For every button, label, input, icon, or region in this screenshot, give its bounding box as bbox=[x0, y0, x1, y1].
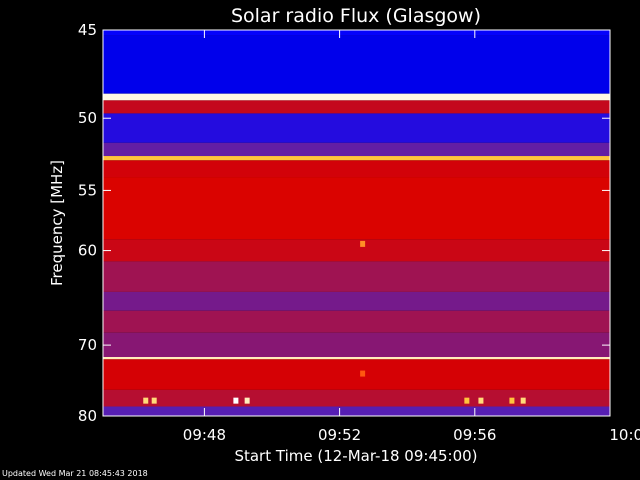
frequency-band bbox=[103, 100, 610, 114]
frequency-band bbox=[103, 93, 610, 101]
y-tick-label: 55 bbox=[78, 181, 97, 199]
x-axis-ticks: 09:48 09:52 09:56 10:00 bbox=[183, 30, 640, 444]
burst-point bbox=[244, 397, 250, 404]
frequency-band bbox=[103, 310, 610, 333]
burst-point bbox=[509, 397, 515, 404]
frequency-band bbox=[103, 389, 610, 407]
frequency-band bbox=[103, 142, 610, 157]
x-tick-label: 09:52 bbox=[318, 426, 361, 444]
y-tick-label: 45 bbox=[78, 21, 97, 39]
plot-area bbox=[102, 29, 611, 417]
y-tick-label: 70 bbox=[78, 336, 97, 354]
x-tick-label: 10:00 bbox=[609, 426, 640, 444]
frequency-band bbox=[103, 177, 610, 240]
frequency-band bbox=[103, 357, 610, 360]
plot-frame bbox=[102, 29, 611, 417]
burst-point bbox=[464, 397, 470, 404]
burst-markers bbox=[143, 240, 526, 404]
burst-point bbox=[520, 397, 526, 404]
burst-point bbox=[360, 370, 366, 377]
frequency-band bbox=[103, 113, 610, 143]
frequency-band bbox=[103, 332, 610, 358]
frequency-band bbox=[103, 160, 610, 178]
spectrogram-bands bbox=[103, 30, 610, 416]
burst-point bbox=[360, 240, 366, 247]
frequency-band bbox=[103, 156, 610, 161]
y-axis-label: Frequency [MHz] bbox=[48, 160, 66, 286]
x-tick-label: 09:56 bbox=[453, 426, 496, 444]
y-tick-label: 50 bbox=[78, 109, 97, 127]
frequency-band bbox=[103, 406, 610, 416]
y-axis-ticks: 45 50 55 60 70 80 bbox=[78, 21, 610, 425]
burst-point bbox=[151, 397, 157, 404]
updated-timestamp: Updated Wed Mar 21 08:45:43 2018 bbox=[2, 469, 148, 478]
frequency-band bbox=[103, 291, 610, 311]
x-tick-label: 09:48 bbox=[183, 426, 226, 444]
burst-point bbox=[143, 397, 149, 404]
burst-point bbox=[233, 397, 239, 404]
frequency-band bbox=[103, 239, 610, 262]
y-tick-label: 60 bbox=[78, 242, 97, 260]
y-tick-label: 80 bbox=[78, 407, 97, 425]
chart-title: Solar radio Flux (Glasgow) bbox=[231, 5, 481, 27]
frequency-band bbox=[103, 35, 610, 94]
frequency-band bbox=[103, 261, 610, 292]
x-axis-label: Start Time (12-Mar-18 09:45:00) bbox=[234, 447, 477, 465]
burst-point bbox=[478, 397, 484, 404]
frequency-band bbox=[103, 359, 610, 390]
frequency-band bbox=[103, 30, 610, 36]
